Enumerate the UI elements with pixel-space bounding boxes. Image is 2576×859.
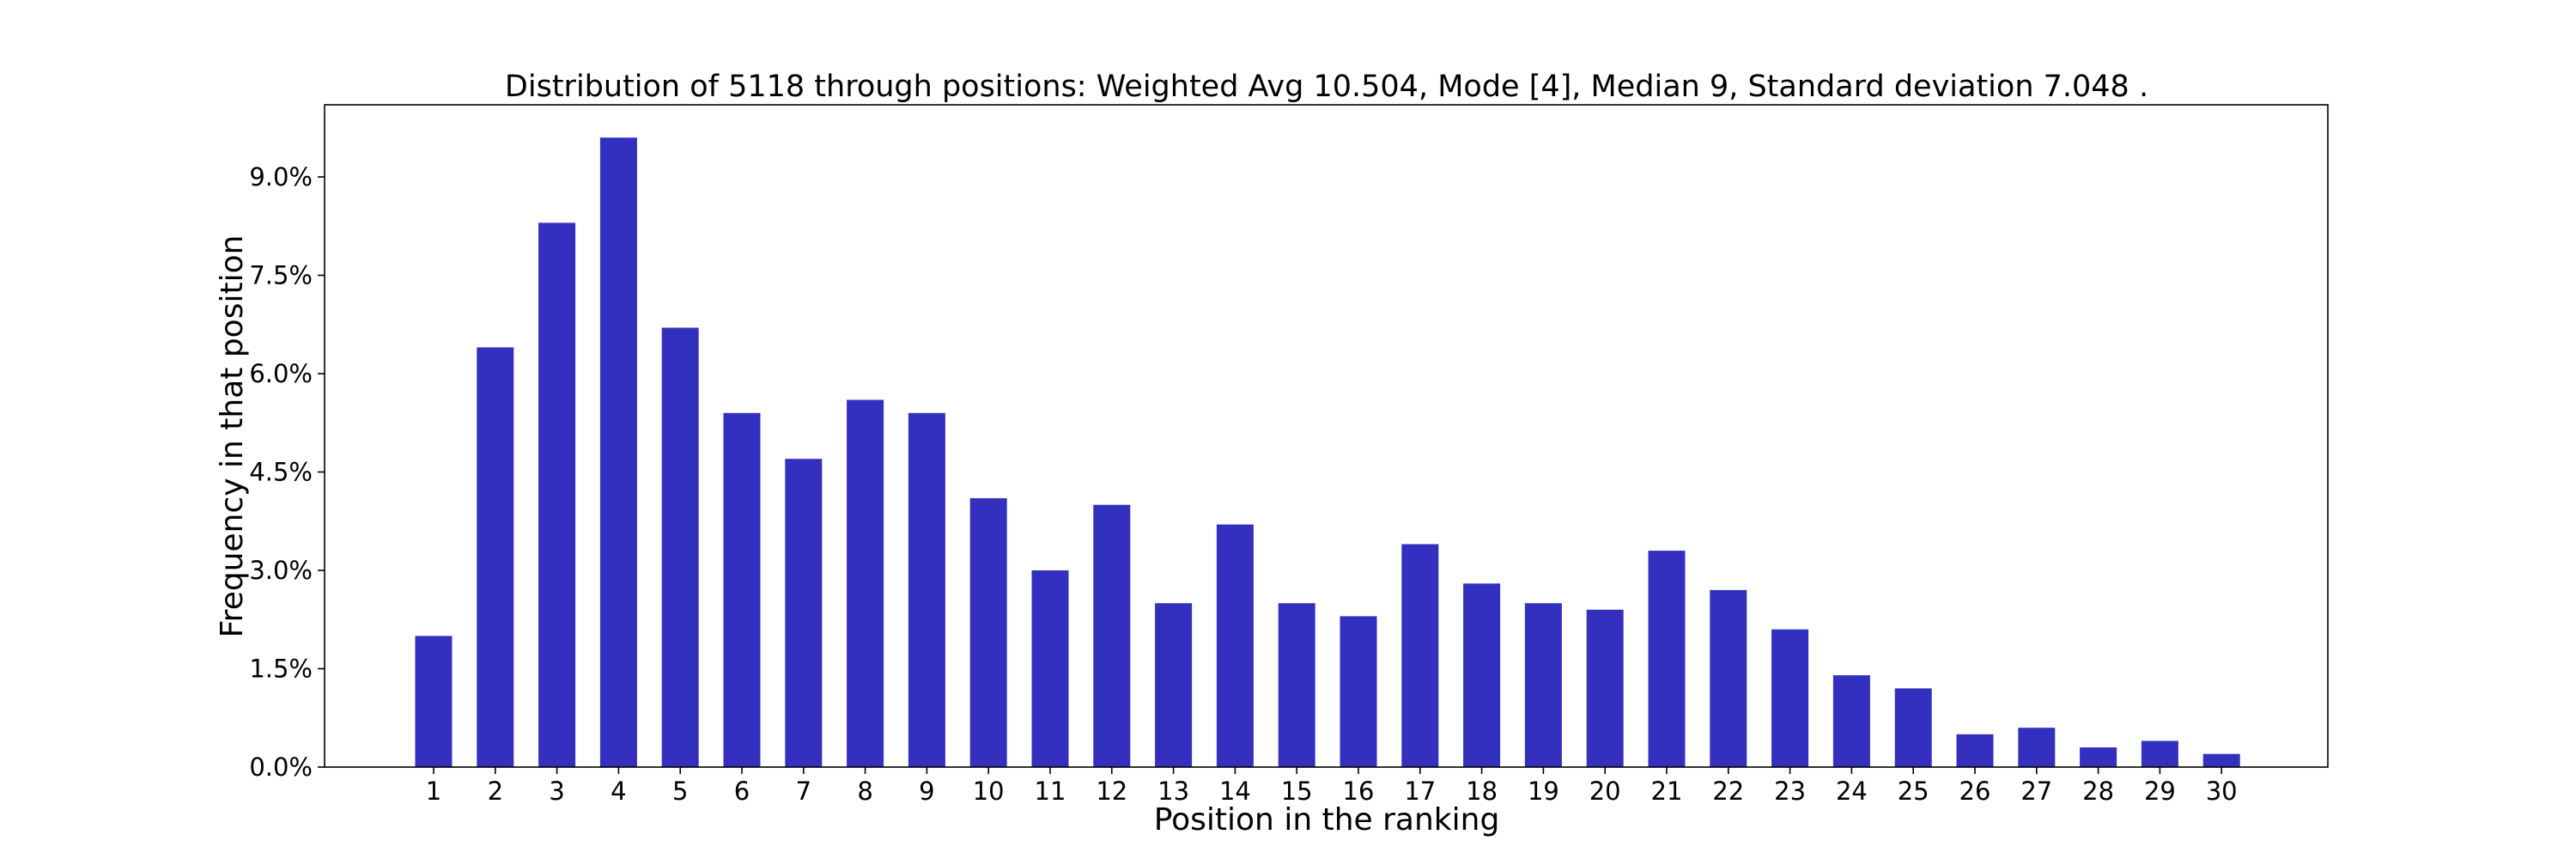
x-tick-label: 28	[2082, 777, 2114, 806]
x-tick-label: 19	[1528, 777, 1559, 806]
x-tick-label: 25	[1898, 777, 1929, 806]
bar-11	[1031, 570, 1069, 767]
bar-15	[1278, 603, 1315, 767]
x-tick-label: 20	[1589, 777, 1621, 806]
bar-30	[2202, 753, 2240, 767]
x-tick-label: 30	[2206, 777, 2238, 806]
y-tick-label: 9.0%	[249, 162, 313, 192]
bar-9	[908, 412, 945, 767]
x-tick-label: 10	[973, 777, 1005, 806]
x-tick-label: 13	[1157, 777, 1189, 806]
x-tick-label: 15	[1281, 777, 1313, 806]
x-tick-label: 23	[1774, 777, 1806, 806]
bar-12	[1093, 504, 1131, 767]
bar-18	[1463, 583, 1501, 767]
plot-frame	[324, 104, 2329, 768]
bar-29	[2141, 740, 2178, 767]
x-axis-label: Position in the ranking	[1154, 802, 1500, 838]
bar-5	[661, 327, 699, 767]
plot-area: 1 2 3 4 5 6 7 8 9 10 11 12 13 14 15 16 17 18 19 20 21 22 23 24 2…	[249, 104, 2329, 806]
x-tick-label: 1	[426, 777, 441, 806]
bar-27	[2018, 728, 2056, 767]
bar-20	[1586, 609, 1624, 767]
bar-7	[785, 459, 823, 767]
chart-title: Distribution of 5118 through positions: …	[505, 70, 2148, 104]
x-tick-label: 27	[2020, 777, 2052, 806]
x-tick-label: 3	[549, 777, 564, 806]
x-tick-label: 16	[1343, 777, 1375, 806]
y-axis-label: Frequency in that position	[215, 235, 250, 638]
bar-24	[1832, 675, 1870, 767]
x-tick-label: 4	[611, 777, 626, 806]
bar-16	[1340, 616, 1377, 767]
bar-13	[1155, 603, 1193, 767]
x-tick-label: 17	[1404, 777, 1436, 806]
x-tick-label: 12	[1096, 777, 1127, 806]
x-tick-label: 22	[1712, 777, 1744, 806]
bar-4	[599, 137, 637, 767]
x-tick-label: 7	[796, 777, 811, 806]
bar-19	[1524, 603, 1562, 767]
bar-28	[2080, 747, 2117, 767]
x-tick-label: 2	[488, 777, 503, 806]
x-tick-label: 29	[2144, 777, 2176, 806]
x-tick-label: 9	[919, 777, 934, 806]
bar-6	[723, 412, 761, 767]
y-tick-label: 3.0%	[249, 556, 313, 585]
y-tick-label: 7.5%	[249, 260, 313, 289]
x-tick-label: 14	[1219, 777, 1251, 806]
bar-21	[1648, 551, 1686, 767]
x-tick-label: 11	[1035, 777, 1066, 806]
bar-14	[1216, 524, 1254, 767]
y-tick-label: 4.5%	[249, 457, 313, 486]
x-tick-label: 21	[1651, 777, 1683, 806]
x-tick-label: 6	[734, 777, 750, 806]
bar-22	[1710, 589, 1747, 767]
x-tick-label: 24	[1836, 777, 1868, 806]
bar-25	[1894, 688, 1932, 767]
bar-8	[847, 399, 884, 767]
x-tick-label: 8	[857, 777, 872, 806]
y-tick-label: 1.5%	[249, 654, 313, 683]
bar-23	[1771, 629, 1809, 767]
bar-3	[538, 222, 576, 767]
bar-2	[477, 347, 514, 767]
y-tick-label: 6.0%	[249, 359, 313, 388]
x-tick-label: 5	[672, 777, 688, 806]
x-tick-label: 18	[1466, 777, 1498, 806]
bar-17	[1401, 544, 1439, 767]
bar-26	[1956, 734, 1994, 767]
bar-1	[415, 636, 453, 767]
bar-10	[969, 498, 1007, 767]
y-tick-label: 0.0%	[249, 752, 313, 782]
x-tick-label: 26	[1959, 777, 1991, 806]
